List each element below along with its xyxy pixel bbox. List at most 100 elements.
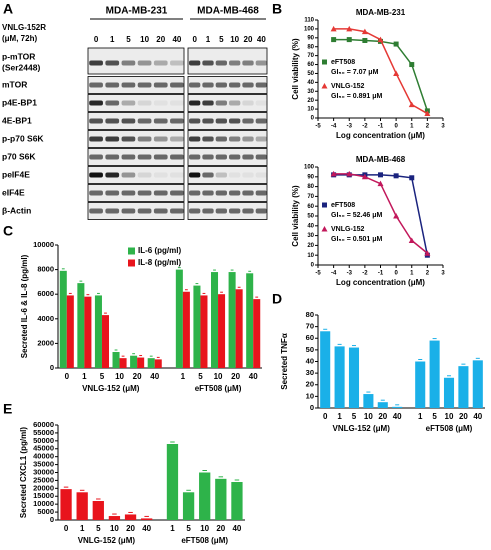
bar — [76, 492, 88, 520]
y-tick-label: 20 — [306, 380, 314, 389]
dose-label: 40 — [257, 35, 266, 44]
marker — [362, 37, 368, 43]
x-tick-label: 1 — [181, 372, 186, 381]
x-tick-label: 0 — [64, 524, 69, 533]
band — [137, 60, 152, 66]
band — [242, 208, 254, 214]
blot-box — [187, 130, 268, 148]
x-tick-label: -3 — [347, 124, 353, 130]
group-label: eFT508 (μM) — [195, 384, 242, 393]
x-tick-label: 20 — [231, 372, 240, 381]
x-tick-label: -4 — [331, 124, 337, 130]
band — [105, 208, 120, 214]
blot-box — [87, 148, 185, 166]
x-tick-label: -5 — [315, 271, 321, 277]
band — [215, 172, 227, 178]
band — [242, 172, 254, 178]
blot-box — [87, 112, 185, 130]
y-tick-label: 10000 — [33, 240, 54, 249]
group-label: eFT508 (μM) — [426, 424, 473, 433]
band — [89, 118, 103, 124]
y-tick-label: 45000 — [33, 444, 54, 453]
y-tick-label: 35000 — [33, 460, 54, 469]
y-tick-label: 50 — [307, 71, 314, 77]
y-tick-label: 80 — [306, 310, 314, 319]
band — [105, 136, 120, 142]
x-tick-label: 2 — [426, 124, 430, 130]
bar — [124, 514, 137, 520]
band — [215, 154, 227, 160]
x-tick-label: 5 — [96, 524, 101, 533]
legend-label: IL-8 (pg/ml) — [138, 258, 181, 267]
cell-line-header: MDA-MB-468 — [197, 6, 259, 17]
band — [121, 190, 136, 196]
group-label: VNLG-152 (μM) — [78, 536, 136, 545]
x-tick-label: 1 — [82, 372, 87, 381]
bar — [108, 516, 121, 520]
y-tick-label: 100 — [304, 165, 315, 171]
bar — [199, 472, 211, 520]
y-tick-label: 5000 — [37, 507, 54, 516]
band — [121, 82, 136, 88]
band — [215, 208, 227, 214]
band — [202, 118, 214, 124]
bar — [182, 291, 190, 368]
dose-label: 20 — [156, 35, 165, 44]
x-tick-label: 1 — [80, 524, 85, 533]
y-axis-label: Secreted IL-6 & IL-8 (pg/ml) — [20, 254, 29, 358]
x-tick-label: 5 — [100, 372, 105, 381]
y-axis-label: Cell viability (%) — [291, 38, 300, 100]
band — [202, 208, 214, 214]
bar — [228, 272, 236, 368]
x-tick-label: 40 — [150, 372, 159, 381]
y-tick-label: 40 — [306, 356, 314, 365]
band — [89, 82, 103, 88]
band — [105, 154, 120, 160]
y-tick-label: 20000 — [33, 483, 54, 492]
band — [215, 136, 227, 142]
blot-box — [87, 184, 185, 202]
band — [105, 100, 120, 106]
band — [170, 136, 184, 142]
band — [137, 100, 152, 106]
band — [215, 190, 227, 196]
chart-title: MDA-MB-231 — [356, 8, 406, 17]
dose-label: 1 — [206, 35, 211, 44]
band — [89, 172, 103, 178]
marker — [330, 170, 337, 177]
marker — [378, 172, 383, 178]
band — [242, 60, 254, 66]
x-tick-label: 40 — [473, 412, 482, 421]
panel-letter: E — [3, 401, 12, 417]
x-tick-label: 20 — [133, 372, 142, 381]
bar — [137, 357, 145, 368]
x-tick-label: 10 — [445, 412, 454, 421]
y-tick-label: 40000 — [33, 452, 54, 461]
y-tick-label: 30 — [307, 233, 314, 239]
x-tick-label: 10 — [214, 372, 223, 381]
bar — [154, 359, 162, 368]
blot-box — [87, 47, 185, 75]
x-tick-label: 20 — [378, 412, 387, 421]
x-tick-label: 0 — [65, 372, 70, 381]
bar — [141, 518, 153, 520]
bar — [60, 489, 72, 520]
band — [170, 154, 184, 160]
legend-label: eFT508 — [331, 59, 355, 66]
dose-label: 10 — [230, 35, 239, 44]
y-tick-label: 25000 — [33, 475, 54, 484]
band — [229, 154, 241, 160]
band — [170, 60, 184, 66]
row-label: β-Actin — [2, 205, 31, 215]
x-tick-label: 20 — [216, 524, 225, 533]
x-tick-label: 10 — [110, 524, 119, 533]
band — [255, 136, 267, 142]
band — [255, 118, 267, 124]
marker — [409, 62, 415, 68]
y-tick-label: 80 — [307, 184, 314, 190]
panel-letter: B — [272, 1, 282, 17]
band — [202, 100, 214, 106]
cell-line-header: MDA-MB-231 — [106, 6, 168, 17]
legend-label: eFT508 — [331, 202, 355, 209]
